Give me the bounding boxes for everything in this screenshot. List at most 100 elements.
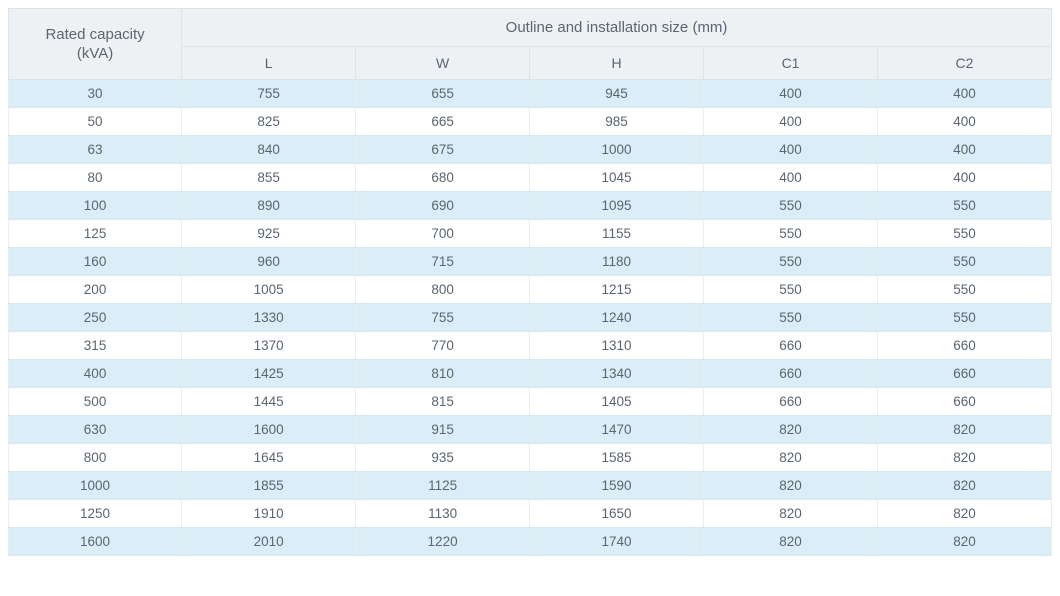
table-cell: 400	[704, 80, 878, 108]
table-cell: 1000	[530, 136, 704, 164]
table-cell: 630	[9, 416, 182, 444]
table-cell: 1330	[182, 304, 356, 332]
table-cell: 820	[704, 472, 878, 500]
table-cell: 825	[182, 108, 356, 136]
table-cell: 820	[704, 528, 878, 556]
table-cell: 820	[878, 528, 1052, 556]
table-cell: 820	[878, 444, 1052, 472]
table-cell: 1130	[356, 500, 530, 528]
table-cell: 50	[9, 108, 182, 136]
table-cell: 1855	[182, 472, 356, 500]
table-cell: 1425	[182, 360, 356, 388]
table-cell: 400	[878, 80, 1052, 108]
table-row: 50825665985400400	[9, 108, 1052, 136]
table-cell: 680	[356, 164, 530, 192]
table-cell: 1645	[182, 444, 356, 472]
table-cell: 550	[704, 276, 878, 304]
table-cell: 400	[878, 108, 1052, 136]
table-cell: 660	[878, 388, 1052, 416]
table-row: 40014258101340660660	[9, 360, 1052, 388]
table-cell: 1155	[530, 220, 704, 248]
table-row: 808556801045400400	[9, 164, 1052, 192]
table-cell: 660	[878, 332, 1052, 360]
table-cell: 1370	[182, 332, 356, 360]
table-row: 50014458151405660660	[9, 388, 1052, 416]
header-col-C2: C2	[878, 47, 1052, 80]
table-cell: 755	[356, 304, 530, 332]
table-row: 1000185511251590820820	[9, 472, 1052, 500]
table-row: 1250191011301650820820	[9, 500, 1052, 528]
table-row: 1609607151180550550	[9, 248, 1052, 276]
table-cell: 810	[356, 360, 530, 388]
table-cell: 1740	[530, 528, 704, 556]
table-row: 80016459351585820820	[9, 444, 1052, 472]
table-row: 30755655945400400	[9, 80, 1052, 108]
table-cell: 755	[182, 80, 356, 108]
table-cell: 820	[878, 500, 1052, 528]
table-cell: 400	[878, 164, 1052, 192]
header-col-L: L	[182, 47, 356, 80]
header-outline-title: Outline and installation size (mm)	[182, 9, 1052, 47]
header-col-H: H	[530, 47, 704, 80]
table-cell: 1005	[182, 276, 356, 304]
table-cell: 160	[9, 248, 182, 276]
header-rated-capacity-line2: (kVA)	[77, 45, 113, 62]
table-cell: 945	[530, 80, 704, 108]
table-cell: 820	[704, 416, 878, 444]
table-row: 1008906901095550550	[9, 192, 1052, 220]
table-cell: 1405	[530, 388, 704, 416]
table-cell: 690	[356, 192, 530, 220]
table-cell: 1125	[356, 472, 530, 500]
table-cell: 550	[878, 248, 1052, 276]
table-cell: 1910	[182, 500, 356, 528]
table-cell: 815	[356, 388, 530, 416]
table-header: Rated capacity (kVA) Outline and install…	[9, 9, 1052, 80]
table-cell: 800	[356, 276, 530, 304]
header-col-W: W	[356, 47, 530, 80]
table-row: 25013307551240550550	[9, 304, 1052, 332]
table-row: 1259257001155550550	[9, 220, 1052, 248]
table-cell: 660	[878, 360, 1052, 388]
table-cell: 655	[356, 80, 530, 108]
table-cell: 315	[9, 332, 182, 360]
table-cell: 1180	[530, 248, 704, 276]
table-cell: 665	[356, 108, 530, 136]
table-cell: 400	[704, 136, 878, 164]
table-cell: 30	[9, 80, 182, 108]
table-cell: 550	[878, 220, 1052, 248]
table-cell: 1220	[356, 528, 530, 556]
table-cell: 550	[878, 304, 1052, 332]
table-cell: 1310	[530, 332, 704, 360]
table-cell: 935	[356, 444, 530, 472]
table-cell: 1650	[530, 500, 704, 528]
table-cell: 400	[704, 108, 878, 136]
table-cell: 1585	[530, 444, 704, 472]
table-cell: 550	[878, 192, 1052, 220]
table-cell: 550	[704, 248, 878, 276]
table-cell: 550	[704, 304, 878, 332]
table-cell: 915	[356, 416, 530, 444]
table-cell: 400	[9, 360, 182, 388]
table-cell: 1000	[9, 472, 182, 500]
table-cell: 400	[878, 136, 1052, 164]
table-cell: 700	[356, 220, 530, 248]
header-rated-capacity-line1: Rated capacity	[45, 26, 144, 43]
table-cell: 1340	[530, 360, 704, 388]
table-cell: 675	[356, 136, 530, 164]
table-cell: 820	[704, 444, 878, 472]
table-cell: 2010	[182, 528, 356, 556]
table-cell: 660	[704, 360, 878, 388]
table-cell: 500	[9, 388, 182, 416]
table-row: 1600201012201740820820	[9, 528, 1052, 556]
table-cell: 250	[9, 304, 182, 332]
table-body: 3075565594540040050825665985400400638406…	[9, 80, 1052, 556]
table-cell: 1590	[530, 472, 704, 500]
table-row: 638406751000400400	[9, 136, 1052, 164]
table-cell: 800	[9, 444, 182, 472]
table-cell: 80	[9, 164, 182, 192]
table-cell: 820	[878, 416, 1052, 444]
table-cell: 1045	[530, 164, 704, 192]
table-cell: 660	[704, 388, 878, 416]
header-col-C1: C1	[704, 47, 878, 80]
table-cell: 550	[704, 220, 878, 248]
